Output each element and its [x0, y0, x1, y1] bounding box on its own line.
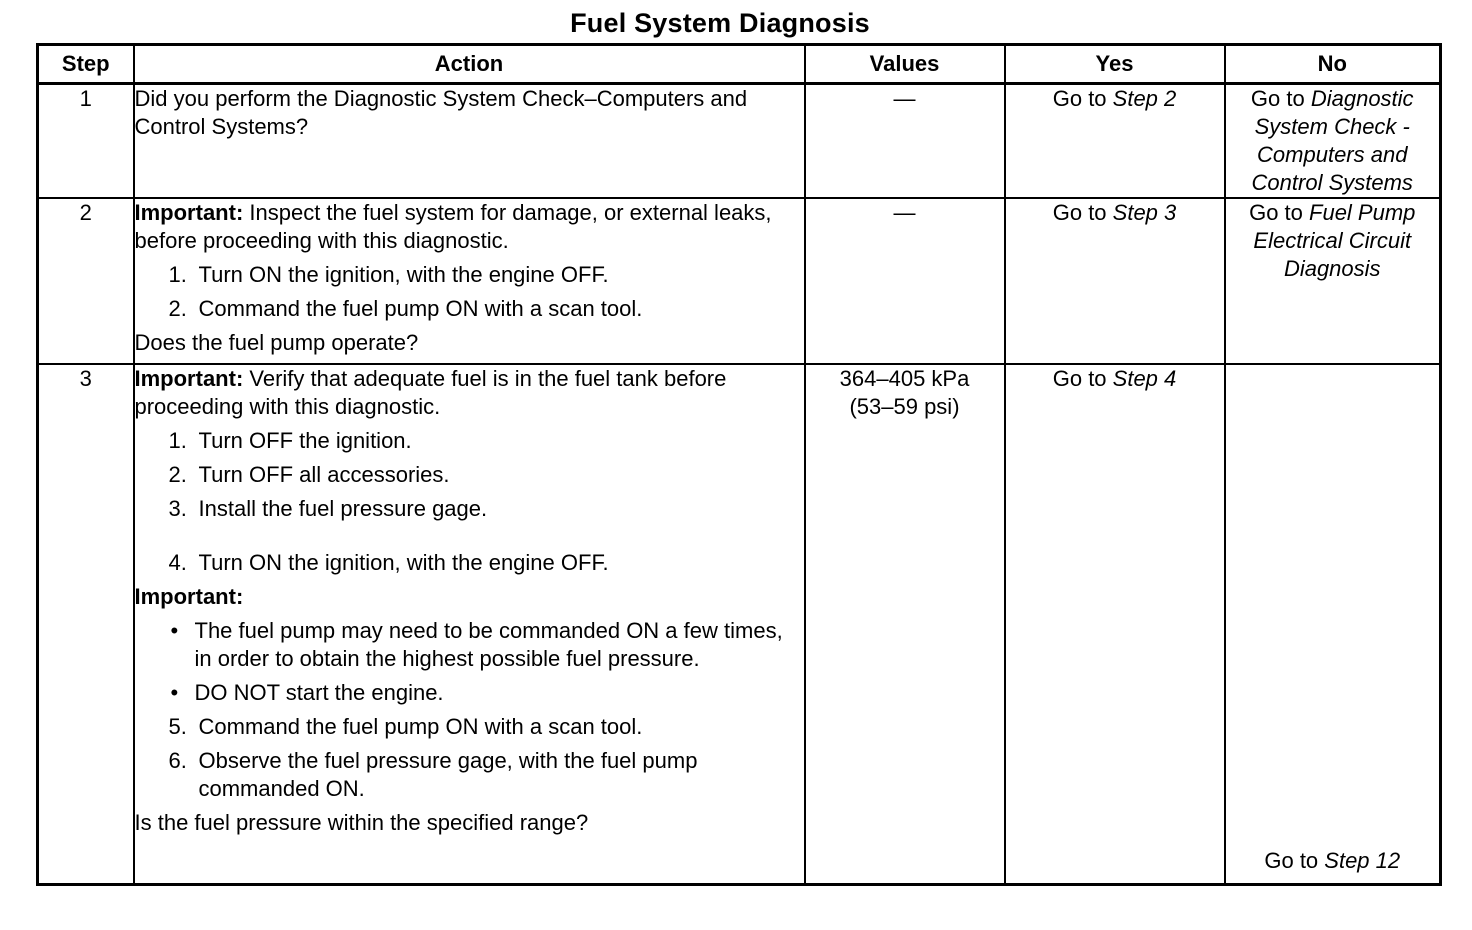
action-cell: Important: Inspect the fuel system for d…: [132, 197, 806, 365]
column-header-step: Step: [36, 43, 135, 85]
values-cell: 364–405 kPa (53–59 psi): [803, 363, 1006, 885]
bullet-icon: •: [170, 618, 179, 643]
values-line: (53–59 psi): [849, 394, 960, 419]
yes-text: Go to Step 3: [1052, 200, 1177, 225]
list-item: 4. Turn ON the ignition, with the engine …: [168, 550, 609, 575]
yes-text: Go to Step 2: [1052, 86, 1177, 111]
values-line: 364–405 kPa: [839, 366, 970, 391]
important-note: Important:: [134, 584, 244, 609]
column-header-yes: Yes: [1003, 43, 1226, 85]
step-number: 1: [36, 82, 135, 199]
page-title: Fuel System Diagnosis: [570, 8, 870, 38]
step-number: 3: [36, 363, 135, 885]
action-cell: Important: Verify that adequate fuel is …: [132, 363, 806, 885]
values-cell: —: [803, 82, 1006, 199]
action-question: Does the fuel pump operate?: [134, 330, 419, 355]
important-note: Important: Verify that adequate fuel is …: [134, 366, 727, 419]
list-item: 2. Command the fuel pump ON with a scan t…: [168, 296, 643, 321]
list-item: 5. Command the fuel pump ON with a scan t…: [168, 714, 643, 739]
table-row-step-1: 1 Did you perform the Diagnostic System …: [36, 82, 1442, 199]
bullet-item: • The fuel pump may need to be commanded …: [170, 618, 783, 671]
bullet-icon: •: [170, 680, 179, 705]
yes-cell: Go to Step 4: [1003, 363, 1226, 885]
table-row-step-2: 2 Important: Inspect the fuel system for…: [36, 197, 1442, 365]
values-cell: —: [803, 197, 1006, 365]
column-header-action: Action: [132, 43, 806, 85]
important-note: Important: Inspect the fuel system for d…: [134, 200, 772, 253]
column-header-no: No: [1223, 43, 1442, 85]
no-cell: Go to Step 12: [1223, 363, 1442, 885]
no-cell: Go to Fuel Pump Electrical Circuit Diagn…: [1223, 197, 1442, 365]
list-item: 6. Observe the fuel pressure gage, with t…: [168, 748, 698, 801]
table-row-step-3: 3 Important: Verify that adequate fuel i…: [36, 363, 1442, 885]
action-question: Did you perform the Diagnostic System Ch…: [134, 86, 748, 139]
column-header-values: Values: [803, 43, 1006, 85]
no-text: Go to Fuel Pump Electrical Circuit Diagn…: [1249, 200, 1416, 281]
step-number: 2: [36, 197, 135, 365]
yes-cell: Go to Step 2: [1003, 82, 1226, 199]
yes-text: Go to Step 4: [1052, 366, 1177, 391]
yes-cell: Go to Step 3: [1003, 197, 1226, 365]
no-text: Go to Diagnostic System Check - Computer…: [1250, 86, 1414, 195]
action-question: Is the fuel pressure within the specifie…: [134, 810, 589, 835]
header-row: Step Action Values Yes No: [36, 43, 1442, 85]
bullet-item: • DO NOT start the engine.: [170, 680, 444, 705]
no-text: Go to Step 12: [1264, 847, 1401, 873]
list-item: 1. Turn ON the ignition, with the engine …: [168, 262, 609, 287]
document-page: Fuel System Diagnosis Step Action Values…: [0, 8, 1472, 930]
list-item: 3. Install the fuel pressure gage.: [168, 496, 488, 521]
diagnosis-table: Step Action Values Yes No 1 Did you perf…: [36, 43, 1442, 886]
action-cell: Did you perform the Diagnostic System Ch…: [132, 82, 806, 199]
list-item: 1. Turn OFF the ignition.: [168, 428, 412, 453]
list-item: 2. Turn OFF all accessories.: [168, 462, 450, 487]
no-cell: Go to Diagnostic System Check - Computer…: [1223, 82, 1442, 199]
